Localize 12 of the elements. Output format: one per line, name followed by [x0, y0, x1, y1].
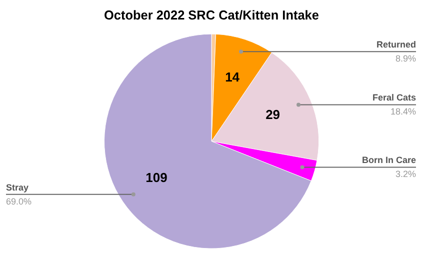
- slice-label: Returned: [376, 40, 416, 50]
- text: 69.0%: [6, 196, 32, 206]
- chart-title: October 2022 SRC Cat/Kitten Intake: [104, 7, 319, 22]
- slice-label: Born In Care: [362, 155, 416, 166]
- data-label: 109: [146, 170, 168, 186]
- slice-label: Stray: [6, 182, 29, 192]
- text: 18.4%: [390, 106, 416, 117]
- text: 3.2%: [395, 169, 416, 180]
- text: 8.9%: [395, 54, 416, 64]
- data-label: 29: [266, 107, 280, 122]
- slice-label: Feral Cats: [372, 92, 416, 103]
- data-label: 14: [225, 70, 240, 85]
